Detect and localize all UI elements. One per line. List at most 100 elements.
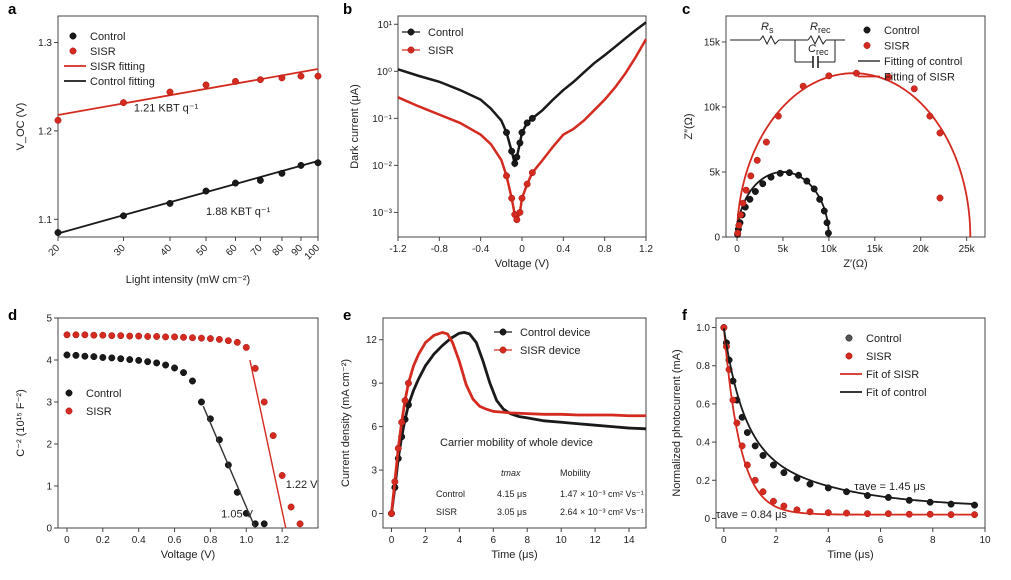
- x-tick-label: 0: [519, 244, 525, 255]
- data-point: [774, 112, 782, 120]
- data-point: [746, 195, 754, 203]
- data-point: [864, 510, 871, 518]
- y-axis-label: Current density (mA cm⁻²): [340, 359, 352, 487]
- data-point: [117, 355, 125, 363]
- x-tick-label: 0: [734, 244, 740, 255]
- data-point: [508, 194, 516, 202]
- data-point: [63, 331, 71, 339]
- x-tick-label: 4: [457, 535, 463, 546]
- data-point: [260, 398, 268, 406]
- data-point: [72, 331, 80, 339]
- data-point: [528, 169, 536, 177]
- x-tick-label: 0.8: [598, 244, 612, 255]
- data-point: [936, 129, 944, 137]
- data-point: [296, 520, 304, 528]
- data-point: [810, 185, 818, 193]
- inset-header: Mobility: [560, 468, 591, 478]
- x-tick-label: -1.2: [389, 244, 407, 255]
- tau-annotation: τave = 1.45 μs: [854, 481, 925, 493]
- x-tick-label: 1.2: [639, 244, 653, 255]
- x-tick-label: 2: [773, 535, 779, 546]
- data-point: [759, 488, 767, 496]
- data-point: [162, 361, 170, 369]
- data-point: [90, 353, 98, 361]
- data-point: [405, 379, 412, 387]
- x-tick-label: 0.4: [556, 244, 570, 255]
- x-axis-label: Voltage (V): [495, 258, 549, 270]
- panel-label: f: [682, 307, 688, 324]
- data-point: [108, 332, 116, 340]
- data-point: [503, 129, 510, 136]
- data-point: [256, 176, 264, 184]
- x-tick-label: 0.4: [132, 535, 146, 546]
- data-point: [528, 114, 536, 122]
- data-point: [162, 333, 170, 341]
- data-point: [144, 358, 152, 366]
- inset-cell: 4.15 μs: [497, 489, 527, 499]
- panel-label: a: [8, 1, 17, 18]
- tau-annotation: τave = 0.84 μs: [716, 509, 787, 521]
- legend-entry: Control: [884, 25, 919, 37]
- y-axis-label: V_OC (V): [15, 103, 27, 151]
- y-tick-label: 1.3: [38, 38, 52, 49]
- data-point: [189, 377, 196, 385]
- data-point: [852, 69, 860, 77]
- data-point: [739, 199, 747, 207]
- data-point: [759, 452, 767, 459]
- data-point: [297, 72, 305, 80]
- series-line: [390, 331, 647, 514]
- data-point: [63, 351, 71, 359]
- legend-entry: Control device: [520, 327, 590, 339]
- x-axis-label: Voltage (V): [161, 549, 215, 561]
- slope-annotation: 1.21 KBT q⁻¹: [134, 102, 199, 114]
- legend-entry: Fitting of control: [884, 56, 962, 68]
- data-point: [971, 501, 979, 509]
- data-point: [516, 139, 524, 147]
- resistor-rrec: [807, 34, 827, 46]
- data-point: [54, 229, 62, 237]
- data-point: [936, 194, 944, 202]
- data-point: [314, 72, 322, 80]
- data-point: [278, 472, 286, 479]
- data-point: [508, 147, 516, 155]
- data-point: [99, 331, 107, 339]
- data-point: [845, 334, 853, 342]
- data-point: [99, 354, 107, 361]
- x-tick-label: 70: [249, 242, 265, 258]
- x-axis-label: Time (μs): [491, 549, 537, 561]
- data-point: [743, 429, 751, 436]
- panel-label: d: [8, 307, 17, 324]
- data-point: [776, 169, 784, 177]
- data-point: [751, 442, 759, 450]
- panel-d: 0 0.2 0.4 0.6 0.8 1.0 1.2 0 1 2 3 4 5 Voltage (V) C⁻² …: [8, 307, 319, 561]
- x-tick-label: 100: [303, 242, 323, 262]
- plot-frame: [57, 317, 319, 529]
- x-tick-label: 15k: [867, 244, 884, 255]
- x-tick-label: -0.4: [472, 244, 490, 255]
- circuit-label-crec: C: [808, 43, 816, 55]
- data-point: [770, 461, 777, 469]
- data-point: [401, 397, 409, 405]
- data-point: [224, 337, 232, 345]
- x-axis-label: Time (μs): [827, 549, 873, 561]
- data-point: [232, 77, 239, 85]
- data-point: [388, 510, 395, 517]
- data-point: [232, 179, 239, 187]
- x-tick-label: 8: [930, 535, 936, 546]
- inset-cell: 2.64 × 10⁻³ cm² Vs⁻¹: [560, 507, 644, 517]
- data-point: [72, 351, 80, 359]
- panel-b: -1.2 -0.8 -0.4 0 0.4 0.8 1.2 10⁻³ 10⁻² 10⁻¹ 10⁰ 10¹…: [343, 1, 653, 270]
- x-tick-label: 0: [389, 535, 395, 546]
- inset-title: Carrier mobility of whole device: [440, 437, 593, 449]
- x-tick-label: 0: [64, 535, 70, 546]
- y-tick-label: 1.2: [38, 126, 52, 137]
- legend-entry: Fit of SISR: [866, 369, 919, 381]
- y-tick-label: 15k: [704, 38, 721, 49]
- data-point: [90, 331, 98, 339]
- data-point: [120, 212, 127, 220]
- data-point: [391, 478, 399, 486]
- data-point: [202, 81, 210, 89]
- x-tick-label: 1.2: [275, 535, 289, 546]
- y-tick-label: 1.0: [696, 323, 710, 334]
- x-tick-label: 40: [159, 242, 175, 258]
